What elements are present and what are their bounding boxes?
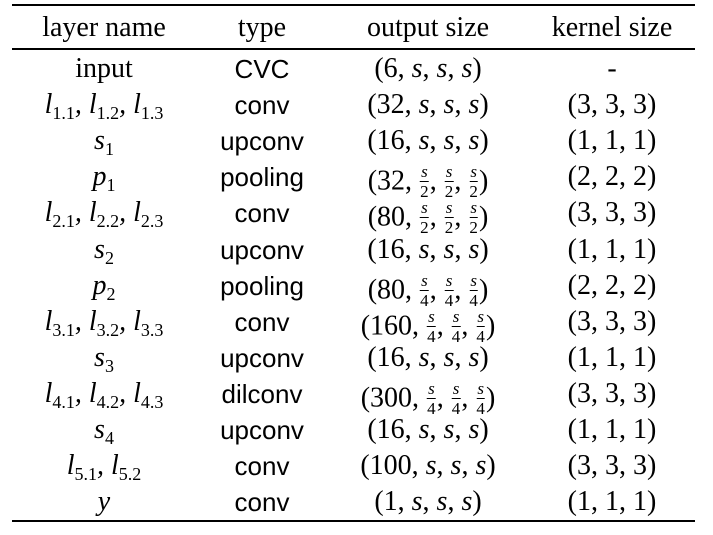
cell-kernel-size: (3, 3, 3) bbox=[567, 89, 657, 121]
cell-layer-name: l2.1, l2.2, l2.3 bbox=[44, 197, 164, 232]
cell-type: pooling bbox=[220, 270, 304, 301]
cell-output-size: (16, s, s, s) bbox=[367, 341, 489, 373]
cell-type: conv bbox=[234, 451, 290, 482]
cell-type: upconv bbox=[220, 415, 304, 445]
cell-kernel-size: (1, 1, 1) bbox=[567, 125, 657, 157]
cell-layer-name: s2 bbox=[94, 233, 114, 268]
cell-layer-name: p2 bbox=[92, 269, 116, 304]
cell-kernel-size: - bbox=[607, 53, 617, 84]
cell-type: pooling bbox=[220, 162, 304, 193]
cell-layer-name: p1 bbox=[92, 161, 116, 196]
cell-layer-name: s1 bbox=[94, 125, 114, 160]
cell-type: CVC bbox=[234, 54, 290, 84]
table-top-rule bbox=[12, 4, 695, 6]
cell-type: upconv bbox=[220, 342, 304, 373]
cell-output-size: (6, s, s, s) bbox=[374, 53, 482, 84]
table-bottom-rule bbox=[12, 520, 695, 522]
cell-kernel-size: (1, 1, 1) bbox=[567, 341, 657, 373]
cell-kernel-size: (3, 3, 3) bbox=[567, 197, 657, 229]
cell-kernel-size: (3, 3, 3) bbox=[567, 377, 657, 409]
header-type: type bbox=[237, 12, 287, 43]
cell-type: upconv bbox=[220, 234, 304, 265]
cell-type: dilconv bbox=[221, 378, 303, 409]
cell-type: conv bbox=[234, 90, 290, 121]
cell-output-size: (16, s, s, s) bbox=[367, 125, 489, 157]
cell-kernel-size: (3, 3, 3) bbox=[567, 450, 657, 482]
cell-kernel-size: (1, 1, 1) bbox=[567, 233, 657, 265]
cell-layer-name: l5.1, l5.2 bbox=[66, 450, 142, 485]
cell-output-size: (1, s, s, s) bbox=[374, 486, 482, 518]
cell-type: conv bbox=[234, 198, 290, 229]
cell-type: conv bbox=[234, 487, 290, 518]
cell-kernel-size: (3, 3, 3) bbox=[567, 305, 657, 337]
cell-kernel-size: (1, 1, 1) bbox=[567, 486, 657, 518]
cell-layer-name: l1.1, l1.2, l1.3 bbox=[44, 89, 164, 124]
cell-layer-name: s4 bbox=[94, 414, 114, 448]
cell-layer-name: s3 bbox=[94, 341, 114, 376]
cell-kernel-size: (2, 2, 2) bbox=[567, 161, 657, 193]
cell-output-size: (16, s, s, s) bbox=[367, 233, 489, 265]
cell-kernel-size: (1, 1, 1) bbox=[567, 414, 657, 445]
cell-type: upconv bbox=[220, 126, 304, 157]
header-kernel-size: kernel size bbox=[551, 12, 673, 43]
cell-kernel-size: (2, 2, 2) bbox=[567, 269, 657, 301]
header-layer-name: layer name bbox=[42, 12, 166, 43]
cell-output-size: (32, s, s, s) bbox=[367, 89, 489, 121]
cell-layer-name: y bbox=[97, 486, 111, 518]
cell-output-size: (16, s, s, s) bbox=[367, 414, 489, 445]
cell-layer-name: l4.1, l4.2, l4.3 bbox=[44, 377, 164, 412]
header-output-size: output size bbox=[366, 12, 490, 43]
cell-output-size: (100, s, s, s) bbox=[360, 450, 496, 482]
cell-type: conv bbox=[234, 306, 290, 337]
cell-layer-name: l3.1, l3.2, l3.3 bbox=[44, 305, 164, 340]
table-header-rule bbox=[12, 48, 695, 50]
cell-layer-name: input bbox=[75, 53, 133, 84]
